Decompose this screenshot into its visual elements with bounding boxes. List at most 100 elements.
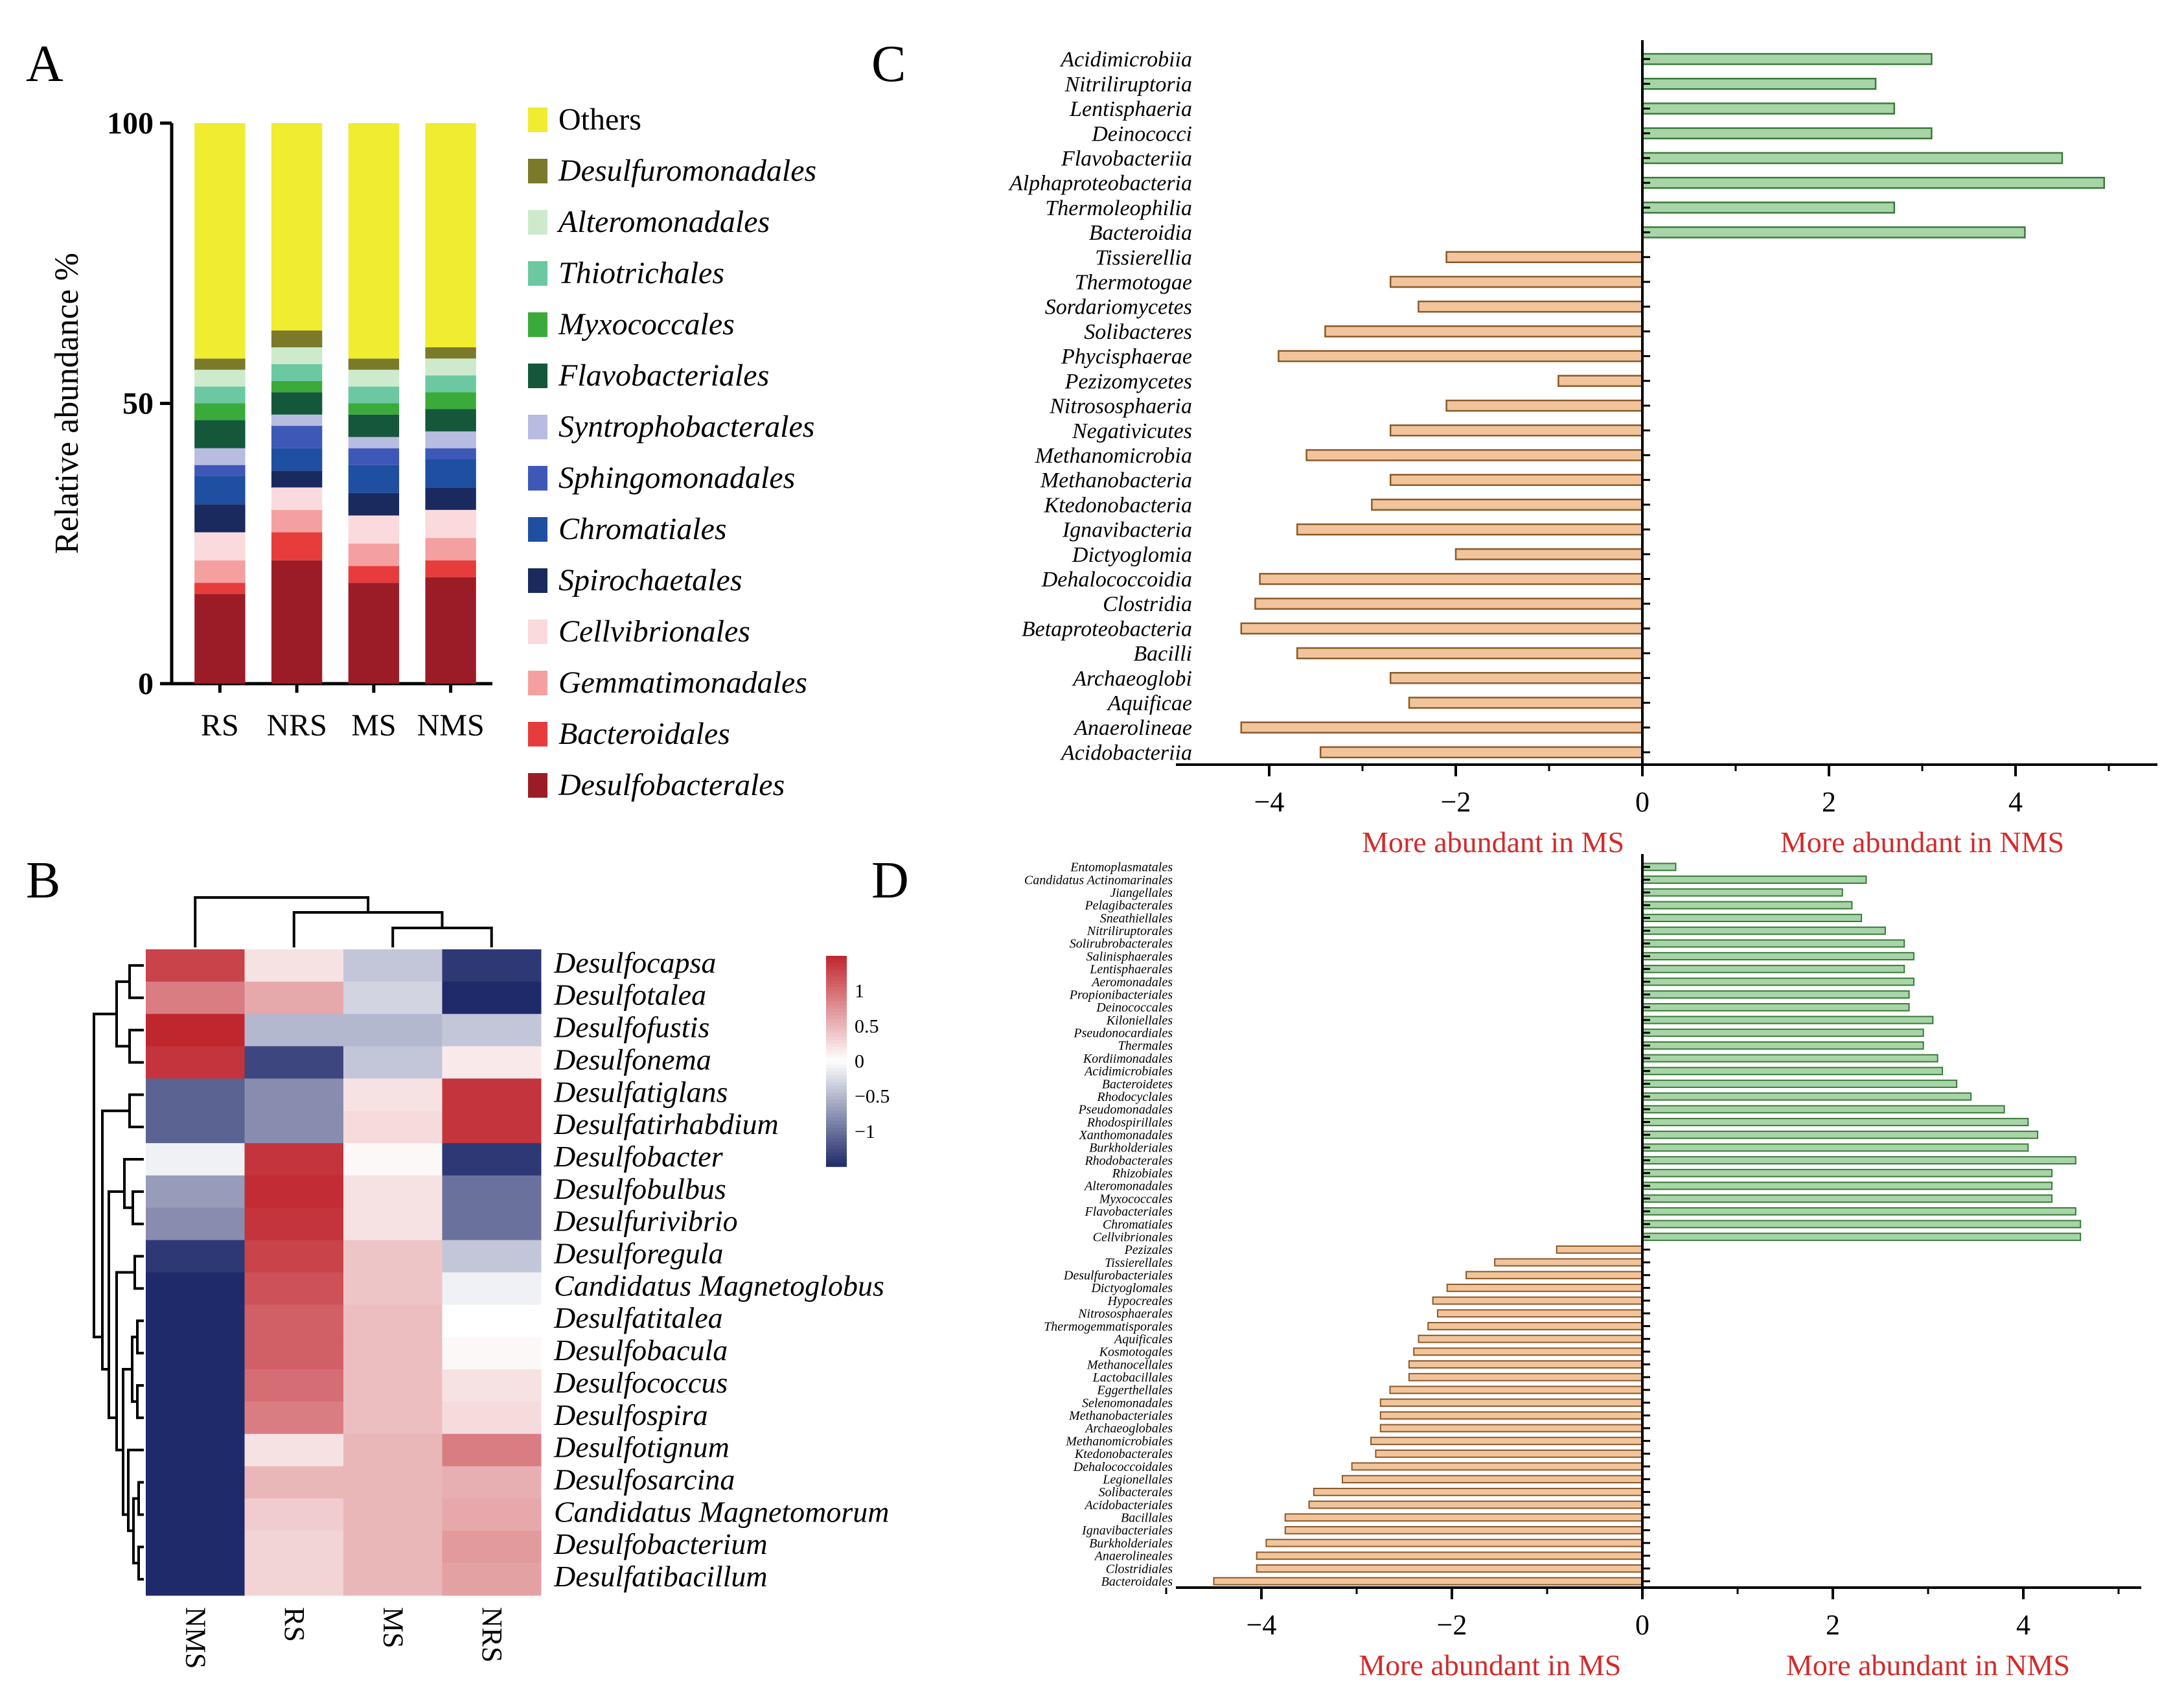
stack-segment-cellvibrionales	[348, 515, 400, 544]
category-label: Anaerolineales	[1094, 1549, 1173, 1564]
bar-acidimicrobiales	[1642, 1067, 1944, 1076]
stack-segment-flavobacteriales	[348, 414, 400, 437]
category-label: Archaeoglobales	[1084, 1422, 1173, 1436]
colorbar-segment	[826, 1124, 847, 1129]
bar-thermales	[1642, 1041, 1924, 1050]
heatmap-cell	[146, 1304, 245, 1337]
heatmap-row-label: Desulfospira	[553, 1398, 708, 1431]
legend-label: Syntrophobacterales	[558, 410, 814, 444]
stack-segment-alteromonadales	[271, 347, 323, 364]
category-label: Bacteroidia	[1089, 221, 1192, 245]
category-label: Nitriliruptoria	[1064, 73, 1193, 97]
heatmap-column-label: RS	[279, 1607, 310, 1642]
bar-archaeoglobales	[1379, 1424, 1643, 1433]
x-tick-label: −2	[1441, 786, 1471, 818]
legend-label: Spirochaetales	[558, 563, 742, 597]
heatmap-cell	[343, 1175, 443, 1209]
bar-sneathiellales	[1642, 914, 1863, 922]
category-label: Phycisphaerae	[1061, 345, 1192, 369]
stack-segment-chromatiales	[271, 448, 323, 471]
category-label: Pezizomycetes	[1064, 369, 1192, 393]
bar-kordiimonadales	[1642, 1054, 1938, 1063]
stack-segment-desulfuromonadales	[425, 347, 476, 359]
heatmap-cell	[343, 1466, 443, 1499]
category-label: Solibacterales	[1099, 1485, 1173, 1499]
heatmap-cell	[244, 1369, 344, 1402]
stack-segment-desulfobacterales	[271, 560, 323, 684]
heatmap-cell	[343, 1337, 443, 1370]
legend-label: Cellvibrionales	[558, 614, 750, 649]
colorbar-segment	[826, 1159, 847, 1164]
stack-segment-others	[425, 123, 476, 347]
category-label: Sneathiellales	[1100, 911, 1173, 925]
stack-segment-flavobacteriales	[425, 409, 476, 432]
legend-swatch	[528, 619, 547, 644]
colorbar-segment	[826, 1155, 847, 1160]
bar-bacteroidetes	[1642, 1080, 1958, 1088]
legend-label: Bacteroidales	[558, 717, 730, 751]
stack-segment-thiotrichales	[425, 375, 476, 393]
bar-tissierellia	[1445, 251, 1644, 264]
heatmap-column-label: MS	[377, 1607, 409, 1649]
stack-segment-others	[194, 123, 246, 359]
stack-segment-spirochaetales	[425, 487, 476, 510]
colorbar-segment	[826, 1145, 847, 1150]
heatmap-cell	[146, 1337, 245, 1370]
x-tick-label: NRS	[266, 708, 327, 743]
heatmap-cell	[244, 1175, 344, 1209]
stack-segment-others	[348, 123, 400, 359]
category-label: Dictyoglomales	[1090, 1281, 1173, 1295]
row-dendrogram-branch	[122, 1368, 132, 1516]
legend-label: Sphingomonadales	[558, 461, 795, 495]
category-label: Thermogemmatisporales	[1044, 1319, 1173, 1334]
legend-label: Gemmatimonadales	[558, 666, 807, 700]
category-label: Eggerthellales	[1096, 1383, 1173, 1398]
category-label: Rhodocyclales	[1096, 1090, 1173, 1104]
bar-burkholderiales	[1642, 1143, 2029, 1152]
stack-segment-sphingomonadales	[271, 426, 323, 448]
stack-segment-chromatiales	[348, 465, 400, 493]
column-dendrogram-branch	[292, 911, 444, 947]
stack-segment-chromatiales	[194, 476, 246, 505]
category-label: Alphaproteobacteria	[1008, 172, 1192, 196]
heatmap-row-label: Desulfobulbus	[553, 1172, 726, 1205]
stack-segment-syntrophobacterales	[194, 448, 246, 465]
heatmap-cell	[343, 1498, 443, 1531]
x-tick-label: 0	[1635, 1609, 1649, 1641]
category-label: Acidobacteriales	[1083, 1498, 1173, 1512]
colorbar-segment	[826, 987, 847, 991]
bar-clostridiales	[1256, 1564, 1643, 1573]
heatmap-cell	[343, 1531, 443, 1564]
category-label: Dictyoglomia	[1072, 543, 1192, 567]
heatmap-cell	[442, 1433, 542, 1467]
row-dendrogram-branch	[93, 1012, 117, 1339]
category-label: Rhodospirillales	[1086, 1115, 1173, 1129]
stack-segment-spirochaetales	[271, 470, 323, 488]
bar-pseudomonadales	[1642, 1105, 2005, 1114]
row-dendrogram-branch	[128, 1028, 144, 1064]
legend-swatch	[528, 415, 547, 439]
heatmap-cell	[442, 1111, 542, 1144]
heatmap-cell	[146, 1401, 245, 1435]
bar-methanocellales	[1408, 1360, 1644, 1369]
category-label: Nitriliruptorales	[1086, 924, 1173, 938]
row-dendrogram-branch	[115, 1271, 135, 1452]
row-dendrogram-branch	[137, 1545, 144, 1581]
category-label: Hypocreales	[1107, 1294, 1173, 1308]
bar-ignavibacteriales	[1284, 1526, 1643, 1534]
stack-segment-myxococcales	[425, 392, 476, 410]
heatmap-cell	[442, 1207, 542, 1241]
category-label: Sordariomycetes	[1045, 295, 1192, 319]
stack-segment-myxococcales	[348, 403, 400, 415]
stack-segment-myxococcales	[271, 380, 323, 393]
heatmap-row-label: Desulfurivibrio	[553, 1205, 738, 1238]
colorbar-segment	[826, 1082, 847, 1087]
heatmap-row-label: Desulfatitalea	[553, 1301, 723, 1334]
bar-legionellales	[1341, 1475, 1643, 1484]
bar-pelagibacterales	[1642, 901, 1853, 910]
heatmap-row-label: Desulfobacter	[553, 1140, 724, 1173]
stack-segment-bacteroidales	[348, 566, 400, 583]
colorbar-segment	[826, 1096, 847, 1100]
